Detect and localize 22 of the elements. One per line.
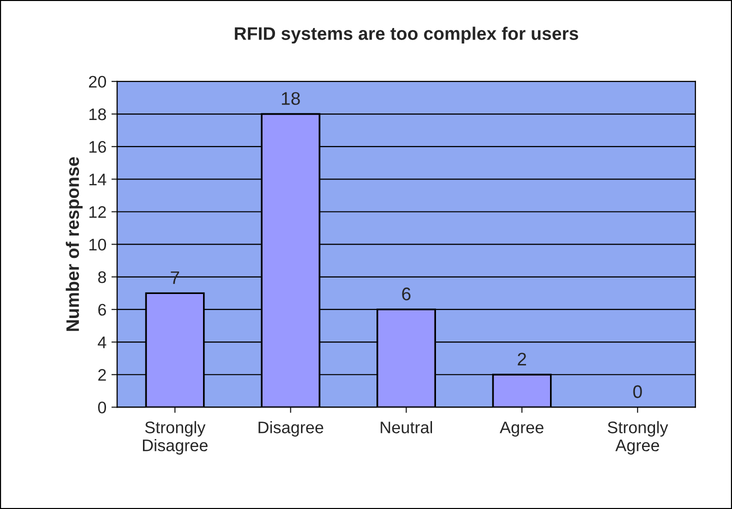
y-axis-title: Number of response (66, 157, 83, 331)
y-tick-label: 6 (98, 304, 106, 316)
data-label: 18 (282, 92, 300, 105)
x-tick-label: Strongly Agree (608, 421, 668, 455)
data-label: 6 (402, 288, 410, 300)
x-tick-label: Agree (500, 422, 544, 437)
x-tick-label: Disagree (258, 421, 324, 437)
y-tick-label: 14 (89, 174, 106, 186)
data-label: 2 (518, 352, 526, 366)
y-tick-label: 4 (98, 336, 106, 348)
y-tick-label: 20 (89, 76, 106, 88)
y-tick-label: 2 (98, 369, 106, 381)
y-tick-label: 12 (89, 206, 106, 218)
y-tick-label: 16 (89, 140, 106, 153)
y-tick-label: 10 (89, 238, 106, 251)
y-tick-label: 18 (89, 108, 106, 120)
chart-title: RFID systems are too complex for users (234, 26, 578, 44)
x-tick-label: Strongly Disagree (142, 421, 208, 455)
y-tick-label: 0 (98, 402, 106, 414)
y-tick-label: 8 (98, 271, 106, 284)
x-tick-label: Neutral (380, 421, 432, 434)
data-label: 0 (633, 385, 642, 398)
